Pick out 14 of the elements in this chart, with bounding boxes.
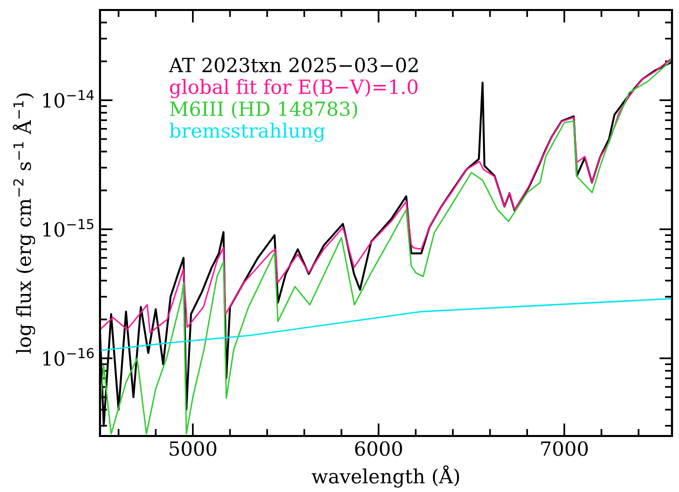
x-tick-label: 7000 <box>541 441 588 456</box>
text: global fit for E(B−V)=1.0 <box>170 79 418 98</box>
y-tick-label: 10$^{−15}$ <box>43 219 94 237</box>
x-tick-label: 5000 <box>170 441 216 456</box>
line-series <box>100 58 671 334</box>
x-axis-title: wavelength (Å) <box>312 465 460 488</box>
y-axis-title: log flux (erg cm$^{−2}$ s$^{−1}$ Å$^{−1}$) <box>12 93 36 354</box>
x-tick-label: 6000 <box>355 441 402 456</box>
y-tick-label: 10$^{−16}$ <box>43 348 94 366</box>
text: AT 2023txn 2025−03−02 <box>168 58 418 72</box>
line-series <box>100 298 672 352</box>
text: bremsstrahlung <box>170 122 325 142</box>
y-tick-label: 10$^{−14}$ <box>43 90 94 108</box>
text: M6III (HD 148783) <box>170 101 358 119</box>
